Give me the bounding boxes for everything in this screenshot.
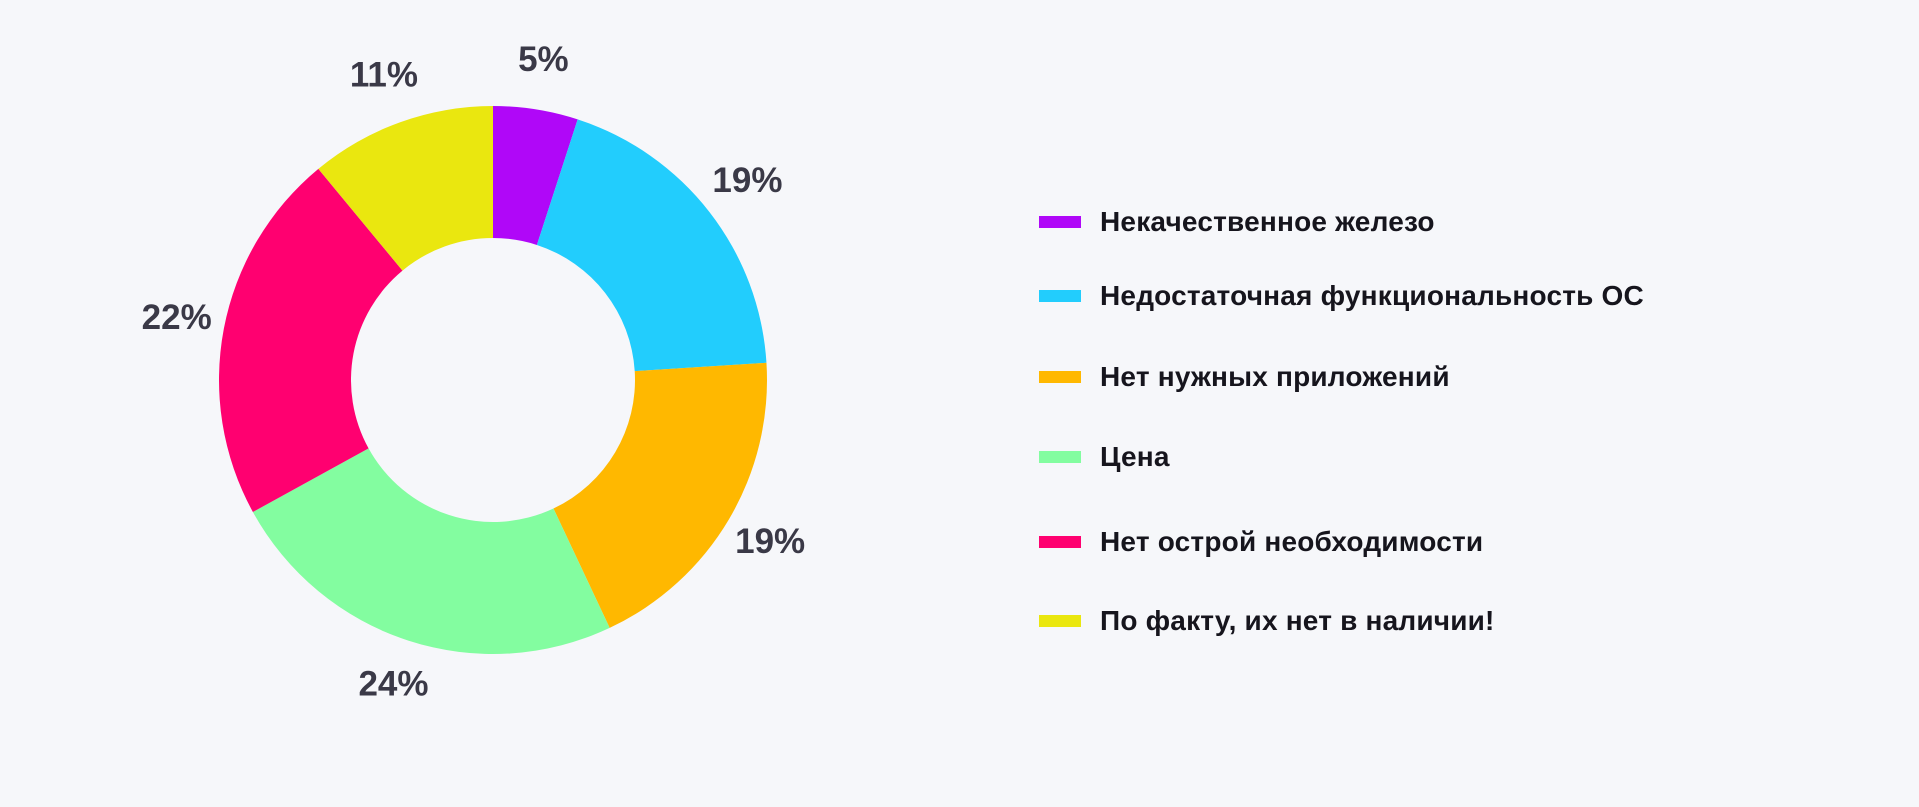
donut-slice-2 [536, 119, 767, 372]
legend-label: По факту, их нет в наличии! [1100, 605, 1495, 636]
legend: Некачественное железо Недостаточная функц… [1039, 0, 1899, 807]
donut-slices [218, 106, 767, 654]
percent-labels: 5% 19% 19% 24% 22% 11% [142, 40, 806, 703]
legend-label: Нет нужных приложений [1100, 361, 1450, 392]
percent-label-2: 19% [712, 161, 782, 200]
percent-label-3: 19% [735, 522, 805, 561]
legend-item-4: Цена [1039, 437, 1170, 477]
percent-label-6: 11% [350, 55, 418, 94]
percent-label-1: 5% [518, 40, 569, 79]
percent-label-5: 22% [142, 298, 212, 337]
legend-swatch [1039, 536, 1081, 548]
percent-label-4: 24% [358, 664, 428, 703]
legend-swatch [1039, 615, 1081, 627]
legend-label: Недостаточная функциональность ОС [1100, 280, 1644, 311]
legend-swatch [1039, 290, 1081, 302]
donut-slice-1 [493, 106, 578, 245]
legend-item-1: Некачественное железо [1039, 202, 1435, 242]
donut-slice-5 [218, 168, 403, 513]
legend-swatch [1039, 371, 1081, 383]
donut-slice-4 [252, 448, 610, 654]
legend-swatch [1039, 216, 1081, 228]
legend-label: Цена [1100, 441, 1170, 472]
legend-item-3: Нет нужных приложений [1039, 357, 1450, 397]
legend-item-5: Нет острой необходимости [1039, 522, 1483, 562]
legend-item-2: Недостаточная функциональность ОС [1039, 276, 1644, 316]
legend-label: Нет острой необходимости [1100, 526, 1484, 557]
legend-swatch [1039, 451, 1081, 463]
donut-slice-6 [318, 106, 493, 271]
donut-slice-3 [553, 362, 767, 628]
donut-chart: 5% 19% 19% 24% 22% 11% [142, 40, 806, 703]
legend-item-6: По факту, их нет в наличии! [1039, 601, 1495, 641]
legend-label: Некачественное железо [1100, 206, 1435, 237]
